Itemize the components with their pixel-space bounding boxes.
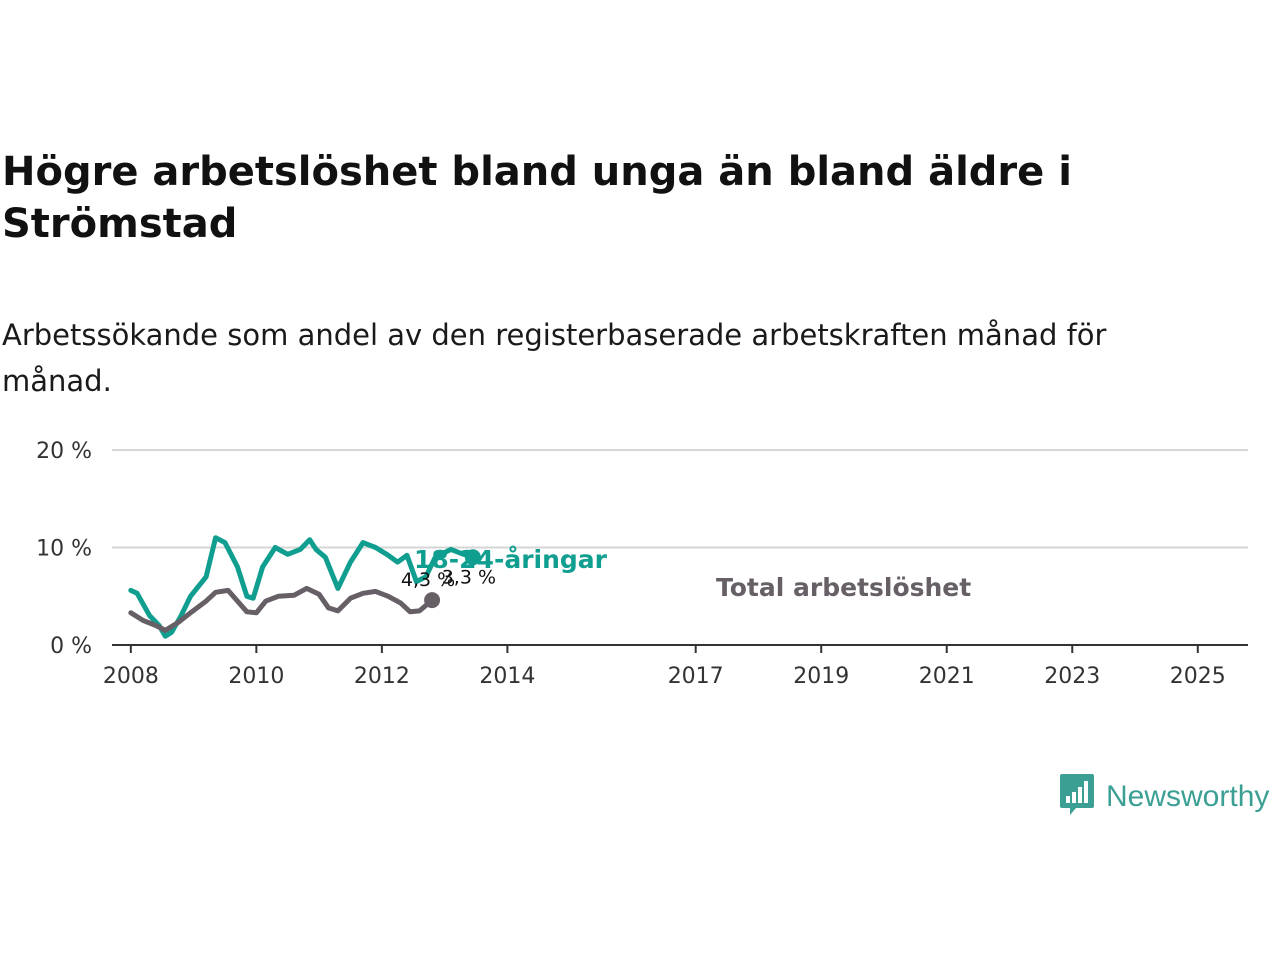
gridlines <box>112 449 1248 549</box>
y-tick-label: 20 % <box>36 439 92 464</box>
series-lines <box>128 535 481 639</box>
brand-name: Newsworthy <box>1106 780 1270 813</box>
series-end-point-2 <box>424 592 441 609</box>
x-tick-label: 2008 <box>103 664 159 689</box>
end-value-total: 4,3 % <box>401 569 455 591</box>
x-axis: 2008 2010 2012 2014 2017 2019 2021 2023 2025 <box>103 645 1226 689</box>
x-tick-label: 2025 <box>1170 664 1226 689</box>
series-label-total: Total arbetslöshet <box>716 573 971 602</box>
y-axis: 0 % 10 % 20 % <box>36 439 92 659</box>
series-labels: 18-24-åringar Total arbetslöshet 4,3 %3,3 … <box>401 545 971 602</box>
x-tick-label: 2021 <box>919 664 975 689</box>
x-tick-label: 2014 <box>479 664 535 689</box>
series-label-young: 18-24-åringar <box>414 545 608 574</box>
x-tick-label: 2010 <box>228 664 284 689</box>
line-chart: 0 % 10 % 20 % 2008 2010 2012 2014 2017 2019 2021… <box>36 439 1248 689</box>
series-line-2 <box>128 585 435 633</box>
series-end-point-1 <box>464 549 481 566</box>
x-tick-label: 2023 <box>1044 664 1100 689</box>
chart-title: Högre arbetslöshet bland unga än bland ä… <box>2 149 1072 247</box>
x-tick-label: 2019 <box>793 664 849 689</box>
end-value-young: 3,3 % <box>442 566 496 588</box>
y-tick-label: 10 % <box>36 537 92 562</box>
y-tick-label: 0 % <box>50 634 92 659</box>
chart-subtitle: Arbetssökande som andel av den registerb… <box>2 318 1107 398</box>
newsworthy-brand[interactable]: Newsworthy <box>1058 772 1269 822</box>
bar-chart-speech-bubble-icon <box>1058 772 1096 822</box>
x-tick-label: 2012 <box>354 664 410 689</box>
x-tick-label: 2017 <box>668 664 724 689</box>
